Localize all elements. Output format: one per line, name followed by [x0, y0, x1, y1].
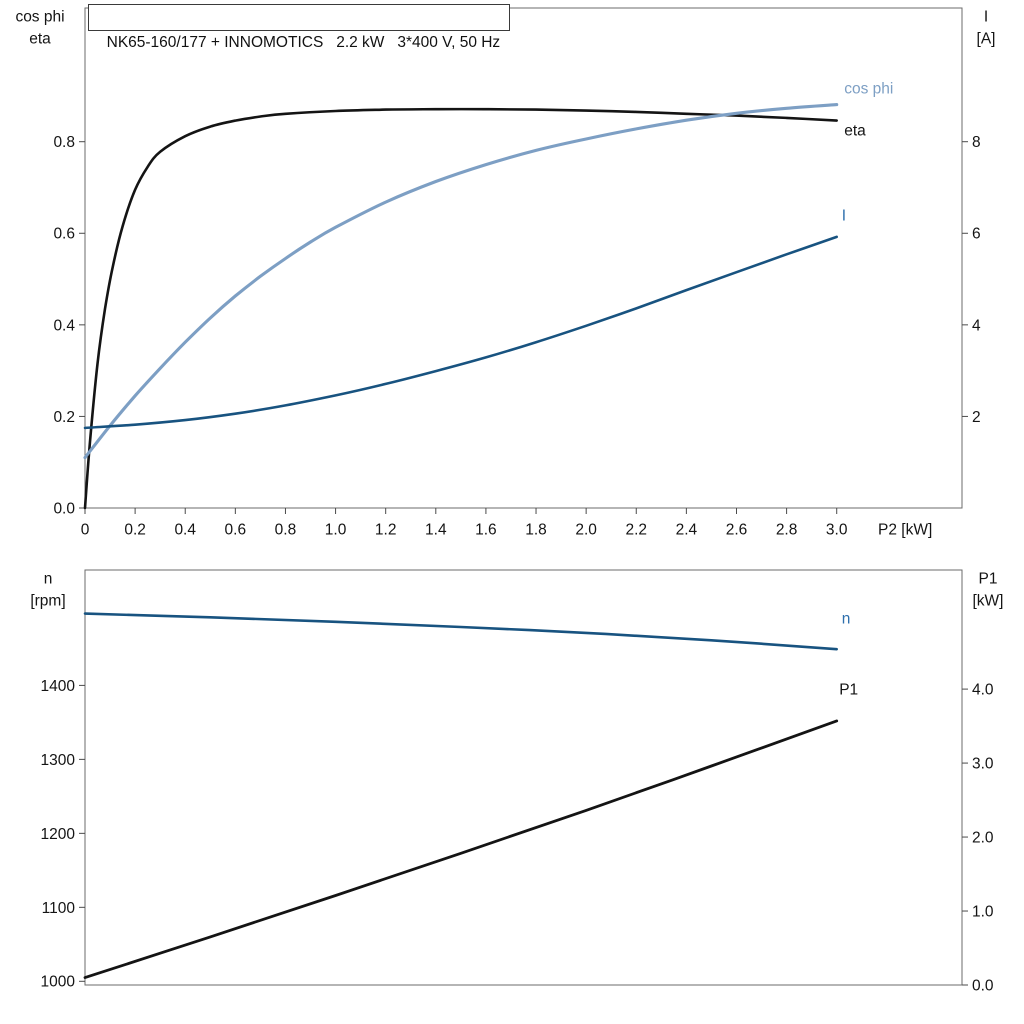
x-tick-label: 2.4: [676, 521, 698, 538]
x-tick-label: 2.8: [776, 521, 798, 538]
left-tick-label: 0.4: [53, 317, 75, 334]
left-tick-label: 1000: [41, 974, 76, 991]
bottom-chart: 1000 1100 1200 1300 1400 0.0 1.0 2.0 3.0 4.0 n [rpm…: [30, 569, 1004, 995]
curve-p1: [83, 719, 839, 979]
right-tick-label: 2.0: [972, 829, 994, 846]
left-tick-label: 0.8: [53, 134, 75, 151]
left-axis-title: n: [44, 570, 53, 587]
chart-title: NK65-160/177 + INNOMOTICS 2.2 kW 3*400 V…: [106, 34, 501, 51]
left-axis-title: [rpm]: [30, 592, 65, 609]
top-chart: 0 0.2 0.4 0.6 0.8 1.0 1.2 1.4 1.6 1.8 2.0 2.2 2.4 2.6…: [15, 7, 996, 538]
left-tick-label: 0.2: [53, 409, 75, 426]
curve-label-eta: eta: [844, 123, 866, 140]
right-tick-label: 8: [972, 134, 981, 151]
x-tick-label: 2.0: [575, 521, 597, 538]
x-tick-label: 1.2: [375, 521, 397, 538]
left-tick-label: 0.6: [53, 226, 75, 243]
curve-i: [83, 235, 838, 430]
chart-title-box: NK65-160/177 + INNOMOTICS 2.2 kW 3*400 V…: [88, 4, 511, 51]
x-tick-label: 2.2: [625, 521, 647, 538]
plot-border: [84, 569, 963, 986]
right-tick-label: 4.0: [972, 682, 994, 699]
right-tick-label: 0.0: [972, 977, 994, 994]
left-tick-label: 1300: [41, 752, 76, 769]
x-tick-label: 1.8: [525, 521, 547, 538]
plot-border: [84, 7, 963, 509]
tick-labels: 1000 1100 1200 1300 1400 0.0 1.0 2.0 3.0 4.0: [41, 678, 994, 995]
x-tick-label: 1.0: [325, 521, 347, 538]
x-tick-label: 0.4: [174, 521, 196, 538]
x-tick-label: 2.6: [726, 521, 748, 538]
right-tick-label: 2: [972, 409, 981, 426]
left-tick-label: 1100: [42, 900, 76, 917]
tick-labels: 0 0.2 0.4 0.6 0.8 1.0 1.2 1.4 1.6 1.8 2.0 2.2 2.4 2.6…: [53, 134, 981, 538]
x-tick-label: 0.2: [124, 521, 146, 538]
right-tick-label: 1.0: [972, 903, 994, 920]
curve-eta: [83, 107, 838, 510]
right-axis-title: [kW]: [973, 592, 1004, 609]
curve-label-p1: P1: [839, 682, 858, 699]
right-axis-title: I: [984, 8, 988, 25]
curve-n: [83, 612, 838, 651]
right-axis-title: [A]: [977, 30, 996, 47]
x-tick-label: 1.6: [475, 521, 497, 538]
curve-label-n: n: [842, 611, 851, 628]
x-tick-label: 0: [81, 521, 90, 538]
x-axis-label: P2 [kW]: [878, 521, 932, 538]
x-tick-label: 1.4: [425, 521, 447, 538]
tick-marks: [79, 684, 968, 986]
left-tick-label: 1200: [41, 826, 76, 843]
tick-marks: [79, 141, 968, 514]
left-axis-title: eta: [29, 30, 51, 47]
x-tick-label: 0.8: [275, 521, 297, 538]
x-tick-label: 3.0: [826, 521, 848, 538]
curve-label-cos-phi: cos phi: [844, 81, 893, 98]
left-tick-label: 0.0: [53, 500, 75, 517]
right-axis-title: P1: [979, 570, 998, 587]
x-tick-label: 0.6: [225, 521, 247, 538]
right-tick-label: 4: [972, 317, 981, 334]
curve-label-i: I: [842, 207, 846, 224]
left-tick-label: 1400: [41, 678, 76, 695]
right-tick-label: 6: [972, 226, 981, 243]
right-tick-label: 3.0: [972, 755, 994, 772]
left-axis-title: cos phi: [15, 8, 64, 25]
curve-cos-phi: [83, 103, 839, 460]
